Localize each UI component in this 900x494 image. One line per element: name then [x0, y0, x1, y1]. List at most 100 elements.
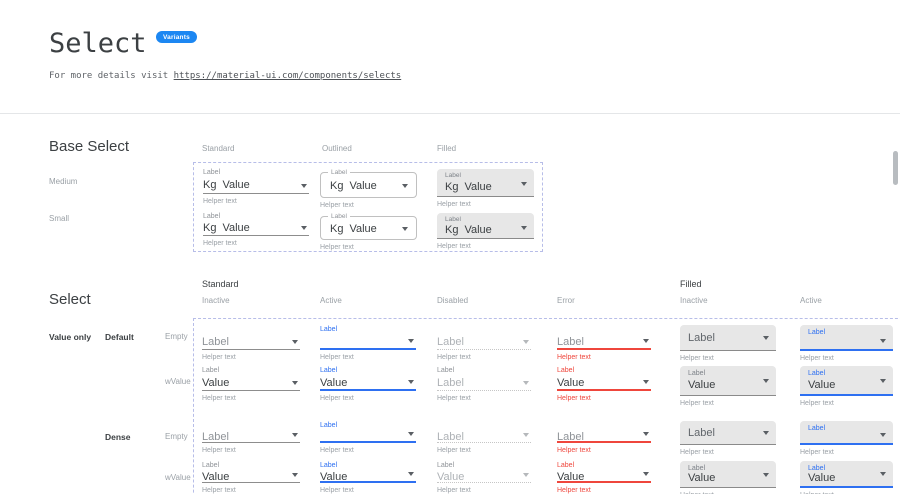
base-filled-small-select[interactable]: Label Kg Value Helper text [437, 213, 534, 250]
dropdown-caret-icon [523, 381, 529, 385]
subtitle-text: For more details visit [49, 71, 174, 81]
adornment: Kg [330, 180, 344, 192]
base-standard-medium-select[interactable]: Label Kg Value Helper text [203, 168, 309, 205]
select-dense-standard-inactive-wvalue[interactable]: Label Value Helper text [202, 461, 300, 494]
select-dense-standard-error-wvalue[interactable]: Label Value Helper text [557, 461, 651, 494]
select-filled-active-empty[interactable]: Label Helper text [800, 325, 893, 362]
select-value: Value [688, 472, 716, 484]
row-kind-wvalue: wValue [165, 473, 191, 482]
select-value: Label [437, 431, 464, 443]
dropdown-caret-icon [763, 336, 769, 340]
docs-link[interactable]: https://material-ui.com/components/selec… [173, 71, 402, 81]
dropdown-caret-icon [292, 340, 298, 344]
select-standard-active-wvalue[interactable]: Label Value Helper text [320, 366, 416, 402]
dropdown-caret-icon [408, 339, 414, 343]
dropdown-caret-icon [408, 432, 414, 436]
floating-label: Label [202, 367, 220, 374]
dropdown-caret-icon [523, 340, 529, 344]
floating-label: Label [688, 465, 706, 472]
base-standard-small-select[interactable]: Label Kg Value Helper text [203, 212, 309, 247]
row-group-value-only: Value only [49, 332, 92, 342]
floating-label: Label [808, 465, 826, 472]
dropdown-caret-icon [880, 433, 886, 437]
subtitle: For more details visit https://material-… [49, 71, 401, 81]
select-standard-active-empty[interactable]: Label Helper text [320, 325, 416, 361]
select-filled-inactive-wvalue[interactable]: Label Value Helper text [680, 366, 776, 407]
column-header-std-disabled: Disabled [437, 296, 469, 305]
row-size-default: Default [105, 332, 134, 342]
base-filled-medium-select[interactable]: Label Kg Value Helper text [437, 169, 534, 208]
group-header-standard: Standard [202, 279, 239, 289]
select-dense-standard-active-empty[interactable]: Label Helper text [320, 421, 416, 454]
helper-text: Helper text [437, 201, 471, 208]
select-standard-inactive-empty[interactable]: Label Helper text [202, 325, 300, 361]
adornment: Kg [445, 224, 459, 236]
base-outlined-small-select[interactable]: Label Kg Value Helper text [320, 213, 417, 251]
select-value: Value [320, 377, 348, 389]
select-dense-filled-inactive-empty[interactable]: Label Helper text [680, 421, 776, 456]
select-dense-standard-error-empty[interactable]: Label Helper text [557, 421, 651, 454]
select-dense-standard-disabled-empty: Label Helper text [437, 421, 531, 454]
helper-text: Helper text [320, 487, 354, 494]
select-standard-error-wvalue[interactable]: Label Value Helper text [557, 366, 651, 402]
dropdown-caret-icon [643, 472, 649, 476]
select-value: Value [222, 179, 250, 191]
header-divider [0, 113, 900, 114]
select-standard-disabled-empty: Label Helper text [437, 325, 531, 361]
select-standard-error-empty[interactable]: Label Helper text [557, 325, 651, 361]
select-standard-inactive-wvalue[interactable]: Label Value Helper text [202, 366, 300, 402]
vertical-scrollbar-thumb[interactable] [893, 151, 898, 185]
floating-label: Label [557, 367, 575, 374]
select-dense-standard-inactive-empty[interactable]: Label Helper text [202, 421, 300, 454]
floating-label: Label [808, 370, 826, 377]
helper-text: Helper text [680, 449, 714, 456]
select-dense-filled-active-empty[interactable]: Label Helper text [800, 421, 893, 456]
row-kind-empty: Empty [165, 432, 188, 441]
select-value: Value [464, 181, 492, 193]
select-value: Value [222, 222, 250, 234]
dropdown-caret-icon [523, 473, 529, 477]
row-kind-empty: Empty [165, 332, 188, 341]
select-value: Label [557, 431, 584, 443]
column-header-std-active: Active [320, 296, 342, 305]
floating-label [202, 421, 300, 430]
dropdown-caret-icon [643, 380, 649, 384]
select-variants-frame [193, 318, 900, 494]
floating-label: Label [437, 367, 455, 374]
adornment: Kg [203, 179, 217, 191]
helper-text: Helper text [320, 354, 354, 361]
helper-text: Helper text [800, 400, 834, 407]
dropdown-caret-icon [408, 380, 414, 384]
select-filled-active-wvalue[interactable]: Label Value Helper text [800, 366, 893, 407]
floating-label [437, 421, 531, 430]
column-header-outlined: Outlined [322, 144, 352, 153]
row-kind-wvalue: wValue [165, 377, 191, 386]
select-dense-standard-active-wvalue[interactable]: Label Value Helper text [320, 461, 416, 494]
select-label: Label [445, 216, 461, 223]
floating-label: Label [320, 462, 338, 469]
select-value: Value [808, 379, 836, 391]
select-value: Label [557, 336, 584, 348]
floating-label: Label [320, 326, 338, 333]
dropdown-caret-icon [301, 226, 307, 230]
dropdown-caret-icon [763, 431, 769, 435]
helper-text: Helper text [437, 243, 471, 250]
select-value: Label [437, 336, 464, 348]
row-size-dense: Dense [105, 432, 131, 442]
floating-label: Label [202, 462, 220, 469]
select-filled-inactive-empty[interactable]: Label Helper text [680, 325, 776, 362]
column-header-std-inactive: Inactive [202, 296, 230, 305]
floating-label: Label [320, 422, 338, 429]
helper-text: Helper text [437, 395, 471, 402]
floating-label [557, 421, 651, 430]
dropdown-caret-icon [521, 226, 527, 230]
select-value: Value [688, 379, 716, 391]
dropdown-caret-icon [643, 432, 649, 436]
base-outlined-medium-select[interactable]: Label Kg Value Helper text [320, 169, 417, 209]
dropdown-caret-icon [763, 379, 769, 383]
select-value: Value [202, 377, 230, 389]
dropdown-caret-icon [521, 182, 527, 186]
dropdown-caret-icon [880, 378, 886, 383]
